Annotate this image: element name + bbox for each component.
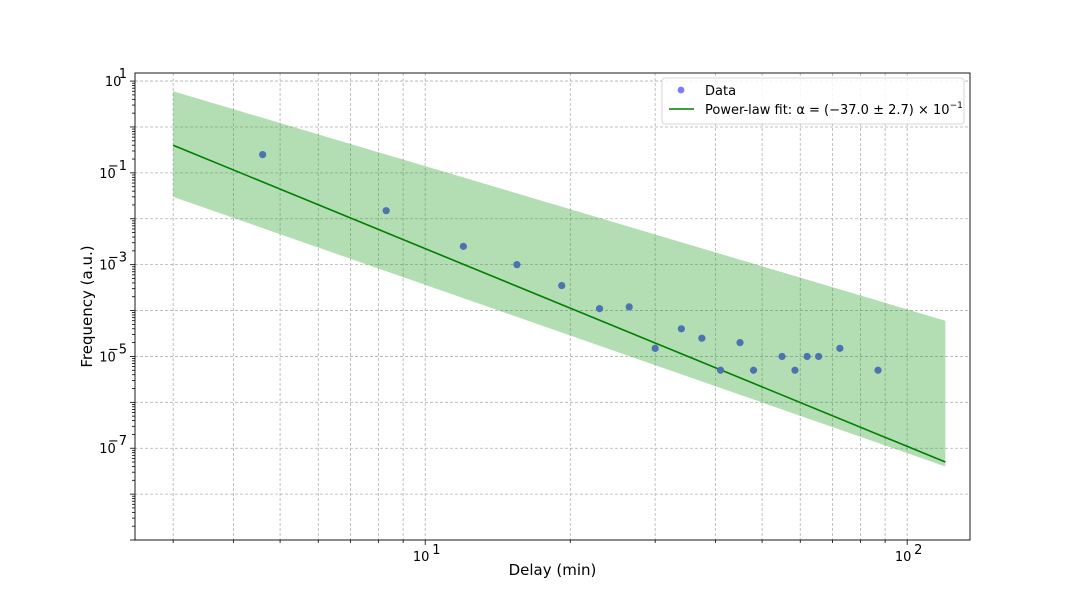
- data-point: [749, 366, 758, 374]
- y-axis-title: Frequency (a.u.): [78, 245, 96, 367]
- data-points: [259, 151, 882, 374]
- y-tick-label-exponent: −5: [108, 342, 127, 357]
- y-tick-label: 10: [99, 442, 116, 457]
- y-tick-label: 10: [99, 167, 116, 182]
- legend: Data Power-law fit: α = (−37.0 ± 2.7) × 1…: [661, 77, 965, 125]
- y-tick-label: 10: [105, 75, 122, 90]
- data-point: [736, 339, 744, 347]
- data-point: [259, 151, 267, 159]
- grid-lines: [135, 73, 970, 540]
- legend-label-fit-exponent: −1: [950, 101, 963, 111]
- y-tick-label-exponent: 1: [119, 67, 127, 82]
- confidence-band-area: [173, 91, 946, 467]
- x-axis-ticks: 10 1 10 2: [172, 540, 922, 565]
- data-point: [677, 325, 685, 333]
- x-tick-label-exponent: 2: [914, 543, 922, 558]
- data-point: [836, 344, 844, 352]
- data-point: [803, 352, 811, 361]
- data-point: [382, 207, 390, 215]
- data-point: [791, 366, 799, 374]
- x-tick-label-exponent: 1: [432, 543, 440, 558]
- data-point: [625, 303, 633, 311]
- data-point: [459, 242, 467, 250]
- data-point: [815, 352, 823, 361]
- x-tick-label: 10: [413, 550, 430, 565]
- data-point: [874, 366, 882, 374]
- y-tick-label: 10: [99, 350, 116, 365]
- legend-marker-data: [677, 86, 685, 94]
- data-point: [778, 352, 786, 361]
- y-tick-label-exponent: −1: [108, 159, 127, 174]
- data-point: [698, 334, 706, 342]
- legend-box: [661, 77, 965, 125]
- y-tick-label-exponent: −7: [108, 434, 127, 449]
- fit-line: [172, 144, 946, 463]
- legend-label-data: Data: [705, 84, 736, 99]
- data-point: [558, 281, 566, 290]
- data-point: [513, 261, 521, 269]
- legend-label-fit: Power-law fit: α = (−37.0 ± 2.7) × 10−1: [705, 101, 963, 118]
- data-point: [716, 366, 725, 374]
- y-axis-ticks: 110−110−310−510−710: [99, 67, 135, 541]
- x-tick-label: 10: [895, 550, 912, 565]
- fit-line-path: [172, 144, 946, 463]
- x-axis-title: Delay (min): [509, 561, 597, 579]
- data-point: [595, 305, 604, 313]
- y-tick-label-exponent: −3: [108, 251, 127, 266]
- y-tick-label: 10: [99, 259, 116, 274]
- data-point: [651, 344, 659, 352]
- legend-label-fit-math: α = (−37.0 ± 2.7) × 10: [796, 103, 949, 118]
- confidence-band: [173, 91, 946, 467]
- plot-frame: [134, 72, 971, 541]
